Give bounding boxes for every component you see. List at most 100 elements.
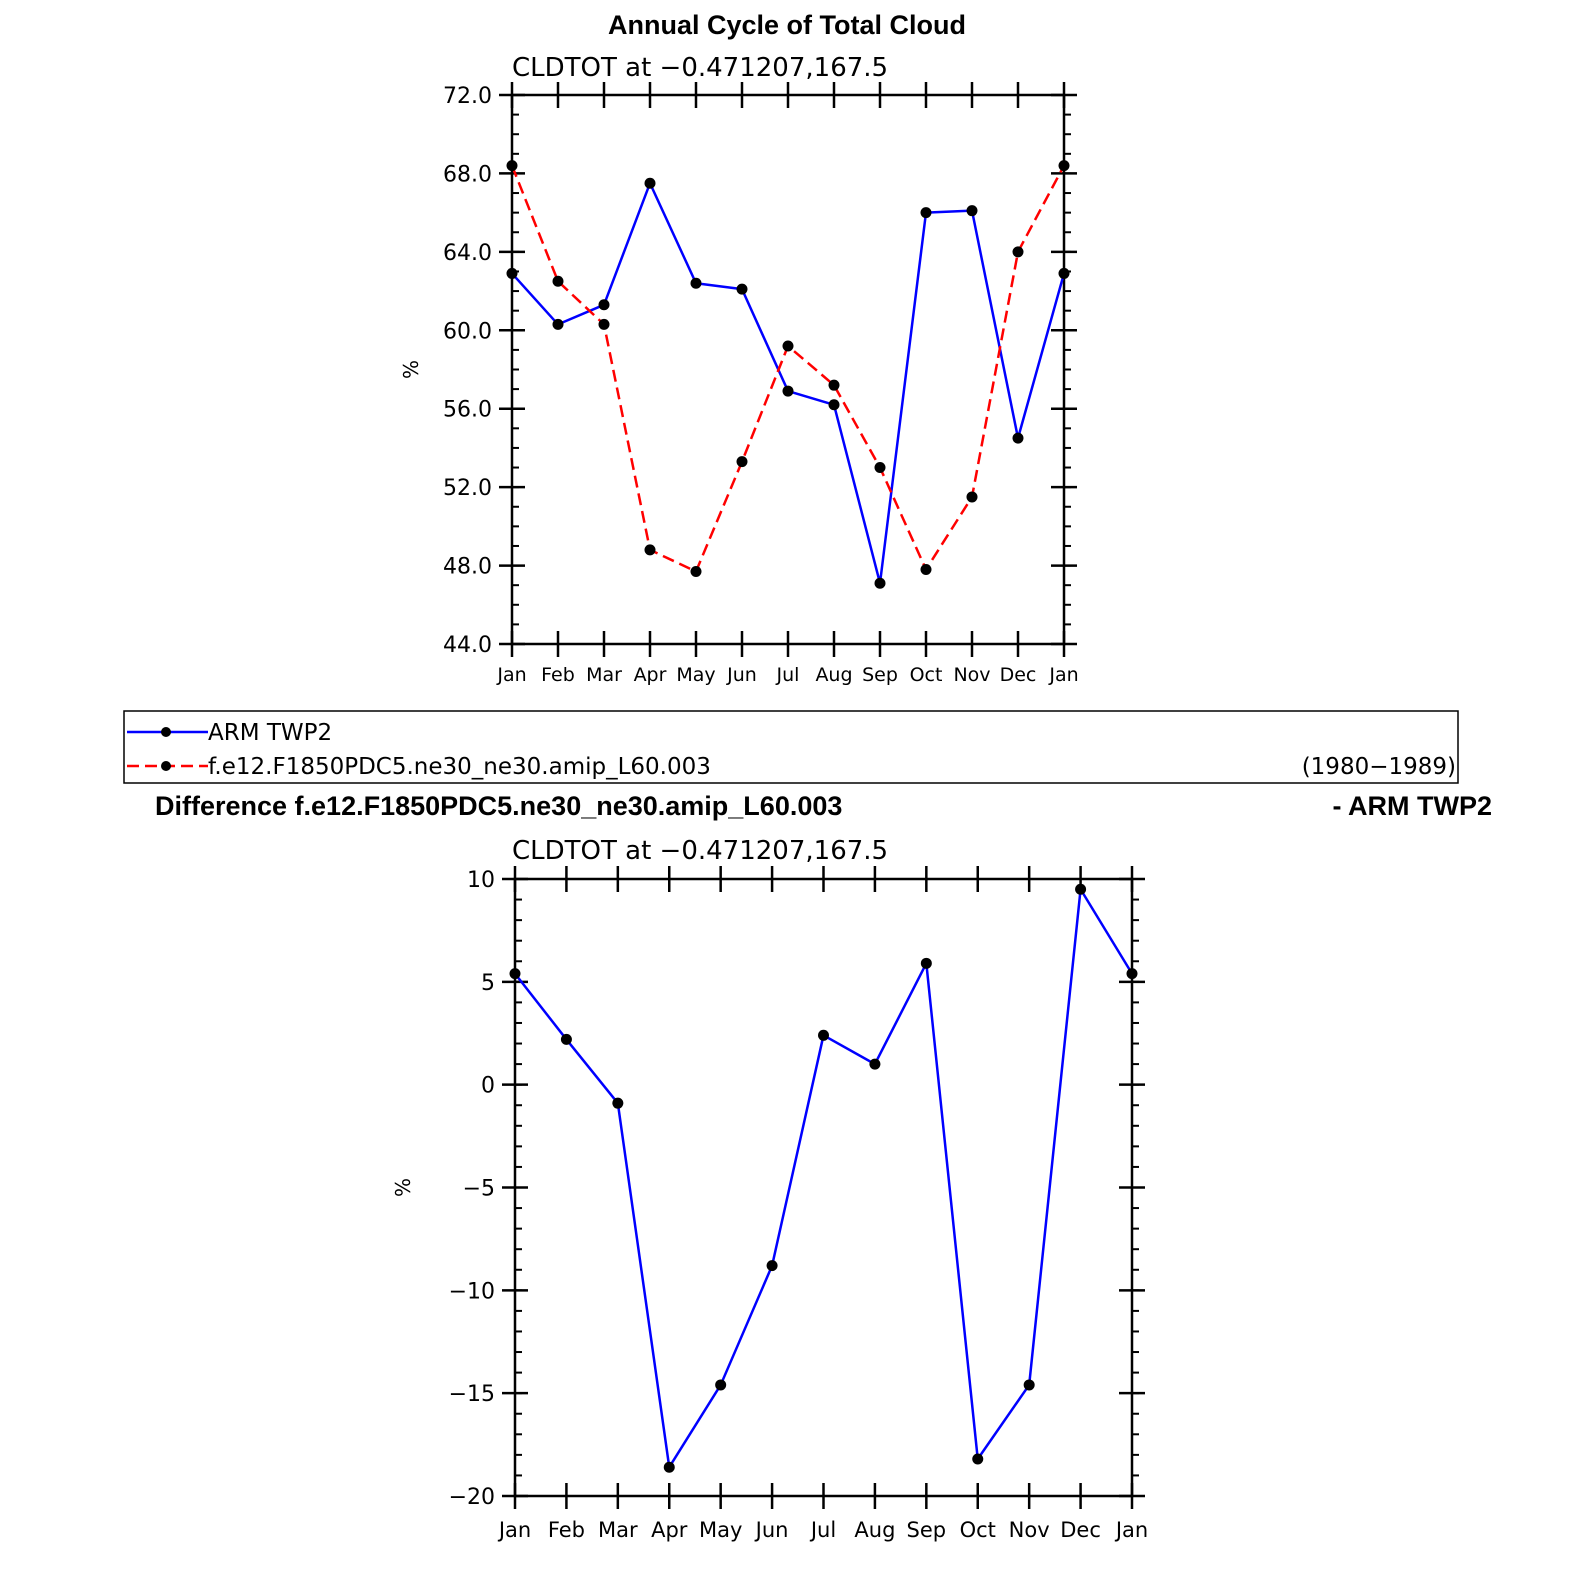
y-tick-label: −10	[449, 1279, 495, 1304]
y-tick-label: 64.0	[443, 241, 492, 266]
data-point	[828, 379, 840, 391]
y-tick-label: 10	[467, 868, 495, 893]
x-tick-label: Oct	[960, 1518, 996, 1542]
data-point	[715, 1379, 727, 1391]
data-point	[869, 1058, 881, 1070]
y-tick-label: 72.0	[443, 84, 492, 109]
difference-title-suffix: - ARM TWP2	[1333, 791, 1492, 821]
x-tick-label: Dec	[1060, 1518, 1101, 1542]
x-tick-label: Feb	[541, 664, 575, 686]
top-chart-subtitle: CLDTOT at −0.471207,167.5	[512, 53, 888, 83]
x-tick-label: Apr	[651, 1518, 688, 1542]
x-tick-label: Aug	[854, 1518, 895, 1542]
data-point	[736, 283, 748, 295]
data-point	[644, 177, 656, 189]
data-point	[972, 1453, 984, 1465]
top-chart-plot: 44.0 48.0 52.0 56.0 60.0 64.0 68.0 72.0 Jan Feb Ma…	[399, 82, 1079, 686]
data-point	[598, 318, 610, 330]
y-tick-label: −20	[449, 1485, 495, 1510]
x-tick-label: Sep	[907, 1518, 947, 1542]
x-tick-label: Aug	[815, 664, 852, 686]
y-tick-label: 68.0	[443, 162, 492, 187]
x-tick-label: Mar	[598, 1518, 638, 1542]
y-axis-label: %	[399, 360, 423, 379]
data-point	[920, 207, 932, 219]
x-tick-label: May	[676, 664, 715, 686]
data-point	[818, 1029, 829, 1041]
y-tick-label: −5	[463, 1177, 495, 1202]
x-tick-label: Jan	[1114, 1518, 1148, 1542]
x-tick-label: Jun	[726, 664, 757, 686]
x-tick-label: May	[699, 1518, 742, 1542]
legend-period: (1980−1989)	[1302, 754, 1456, 780]
data-point	[920, 563, 932, 575]
data-point	[966, 491, 978, 503]
plot-frame	[513, 877, 1134, 1498]
data-point	[663, 1461, 675, 1473]
data-point	[509, 968, 521, 980]
x-tick-label: Apr	[634, 664, 667, 686]
legend-label-arm: ARM TWP2	[208, 720, 332, 746]
data-point	[1075, 883, 1087, 895]
data-point	[966, 205, 978, 217]
x-tick-label: Jan	[496, 664, 526, 686]
data-point	[874, 462, 886, 474]
data-point	[1058, 160, 1070, 172]
bottom-chart-plot: −20 −15 −10 −5 0 5 10 Jan Feb Mar Apr May Jun Jul Aug S…	[391, 866, 1148, 1542]
y-tick-label: 44.0	[443, 633, 492, 658]
y-tick-label: 5	[481, 971, 495, 996]
data-point	[506, 267, 518, 279]
plot-frame	[510, 93, 1066, 646]
data-point	[598, 299, 610, 311]
x-tick-label: Jun	[754, 1518, 789, 1542]
series-line-0	[511, 181, 1066, 585]
data-point	[612, 1097, 624, 1109]
y-tick-label: 52.0	[443, 476, 492, 501]
x-tick-label: Jul	[776, 664, 800, 686]
y-tick-label: 48.0	[443, 555, 492, 580]
legend-box	[123, 710, 1459, 784]
data-point	[736, 456, 748, 468]
data-point	[782, 385, 794, 397]
data-point	[690, 277, 702, 289]
data-point	[1023, 1379, 1035, 1391]
x-tick-label: Feb	[548, 1518, 585, 1542]
data-point	[1058, 267, 1070, 279]
x-tick-label: Oct	[910, 664, 943, 686]
data-point	[1126, 968, 1138, 980]
data-point	[506, 160, 518, 172]
series-line-1	[510, 164, 1066, 573]
data-point	[1012, 246, 1024, 258]
y-axis-label: %	[391, 1178, 415, 1197]
y-tick-label: −15	[449, 1382, 495, 1407]
legend-marker-arm	[161, 727, 171, 737]
x-tick-label: Jan	[1048, 664, 1078, 686]
x-tick-label: Sep	[862, 664, 898, 686]
data-point	[1012, 432, 1024, 444]
data-point	[920, 957, 932, 969]
y-tick-label: 56.0	[443, 398, 492, 423]
y-tick-label: 0	[481, 1074, 495, 1099]
legend-marker-model	[161, 761, 171, 771]
series-line-0	[514, 888, 1134, 1469]
x-tick-label: Mar	[586, 664, 622, 686]
x-tick-label: Jul	[809, 1518, 836, 1542]
x-tick-label: Jan	[497, 1518, 531, 1542]
top-chart-title: Annual Cycle of Total Cloud	[608, 10, 966, 40]
x-tick-label: Nov	[953, 664, 990, 686]
data-point	[552, 318, 564, 330]
difference-title: Difference f.e12.F1850PDC5.ne30_ne30.ami…	[155, 791, 842, 821]
data-point	[690, 565, 702, 577]
data-point	[874, 577, 886, 589]
y-tick-label: 60.0	[443, 319, 492, 344]
data-point	[782, 340, 794, 352]
data-point	[766, 1260, 778, 1272]
legend: ARM TWP2 f.e12.F1850PDC5.ne30_ne30.amip_…	[123, 710, 1459, 784]
x-tick-label: Dec	[1000, 664, 1037, 686]
data-point	[560, 1033, 572, 1045]
data-point	[644, 544, 656, 556]
data-point	[828, 399, 840, 411]
bottom-chart-subtitle: CLDTOT at −0.471207,167.5	[512, 836, 888, 866]
data-point	[552, 275, 564, 287]
